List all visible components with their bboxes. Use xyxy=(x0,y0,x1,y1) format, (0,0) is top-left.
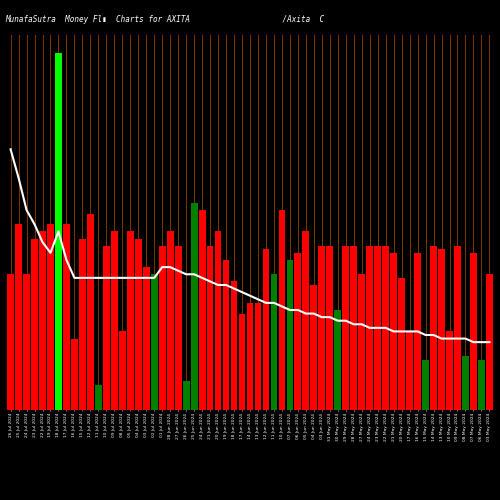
Bar xyxy=(374,246,381,410)
Bar xyxy=(222,260,230,410)
Bar xyxy=(246,303,254,410)
Bar xyxy=(198,210,205,410)
Bar xyxy=(167,232,173,410)
Bar xyxy=(47,224,54,410)
Bar xyxy=(326,246,333,410)
Bar xyxy=(111,232,117,410)
Bar xyxy=(175,246,182,410)
Bar xyxy=(39,232,46,410)
Bar xyxy=(366,246,373,410)
Bar xyxy=(79,238,86,410)
Bar xyxy=(350,246,357,410)
Bar xyxy=(135,238,141,410)
Bar xyxy=(358,274,365,410)
Bar xyxy=(7,274,14,410)
Bar xyxy=(430,246,437,410)
Bar xyxy=(270,274,278,410)
Bar xyxy=(462,356,469,410)
Bar xyxy=(95,385,102,410)
Bar xyxy=(31,238,38,410)
Bar xyxy=(15,224,22,410)
Bar xyxy=(342,246,349,410)
Bar xyxy=(119,332,126,410)
Bar xyxy=(286,260,294,410)
Bar xyxy=(55,53,62,410)
Bar xyxy=(334,310,341,410)
Bar xyxy=(23,274,30,410)
Bar xyxy=(214,232,222,410)
Bar xyxy=(63,224,70,410)
Bar xyxy=(422,360,429,410)
Bar xyxy=(183,382,190,410)
Bar xyxy=(414,253,421,410)
Bar xyxy=(262,250,270,410)
Bar xyxy=(310,285,317,410)
Bar xyxy=(190,203,198,410)
Bar xyxy=(302,232,310,410)
Bar xyxy=(55,220,62,410)
Bar xyxy=(206,246,214,410)
Bar xyxy=(318,246,325,410)
Bar xyxy=(398,278,405,410)
Bar xyxy=(478,360,485,410)
Bar xyxy=(127,232,134,410)
Bar xyxy=(87,214,94,410)
Bar xyxy=(454,246,461,410)
Bar xyxy=(103,246,110,410)
Bar xyxy=(151,274,158,410)
Bar xyxy=(390,253,397,410)
Bar xyxy=(438,250,445,410)
Bar xyxy=(382,246,389,410)
Bar xyxy=(230,282,237,410)
Bar xyxy=(294,253,302,410)
Bar xyxy=(238,314,246,410)
Bar xyxy=(254,303,262,410)
Bar xyxy=(470,253,477,410)
Bar xyxy=(143,267,150,410)
Bar xyxy=(406,332,413,410)
Text: MunafaSutra  Money Fl▮  Charts for AXITA                    /Axita  C           : MunafaSutra Money Fl▮ Charts for AXITA /… xyxy=(5,15,500,24)
Bar xyxy=(159,246,166,410)
Bar xyxy=(446,332,453,410)
Bar xyxy=(278,210,285,410)
Bar xyxy=(486,274,493,410)
Bar xyxy=(71,338,78,410)
